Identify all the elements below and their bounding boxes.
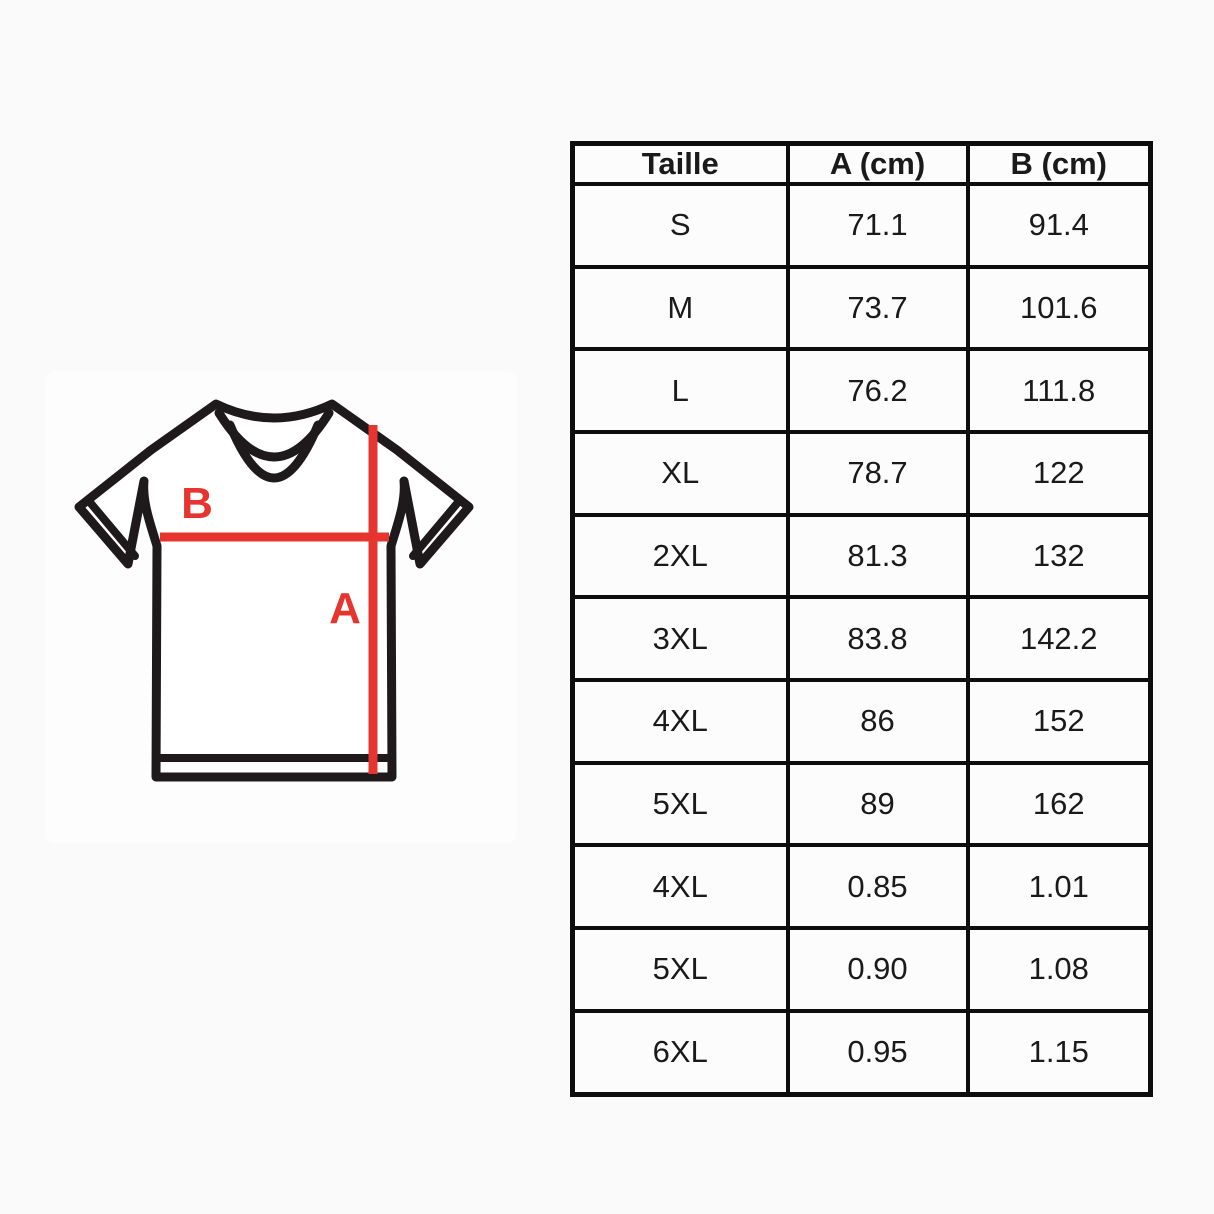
size-table: Taille A (cm) B (cm) S 71.1 91.4 M 73.7 … [570, 141, 1153, 1097]
cell-b: 1.01 [965, 843, 1153, 931]
cell-b: 1.08 [965, 926, 1153, 1013]
table-row: 5XL 0.90 1.08 [570, 926, 1153, 1013]
cell-size: 4XL [570, 843, 790, 931]
cell-b: 1.15 [965, 1008, 1153, 1097]
cell-size: 6XL [570, 1008, 790, 1097]
header-a-cm: A (cm) [785, 141, 970, 186]
cell-b: 132 [965, 512, 1153, 600]
cell-size: S [570, 182, 790, 269]
cell-size: 4XL [570, 678, 790, 765]
header-b-cm: B (cm) [965, 141, 1153, 186]
header-taille: Taille [570, 141, 790, 186]
table-row: 4XL 86 152 [570, 678, 1153, 765]
cell-b: 162 [965, 760, 1153, 848]
table-row: 2XL 81.3 132 [570, 512, 1153, 600]
right-cuff-seam-line [409, 496, 464, 560]
cell-size: 3XL [570, 595, 790, 683]
table-row: 3XL 83.8 142.2 [570, 595, 1153, 683]
cell-a: 83.8 [785, 595, 970, 683]
cell-a: 76.2 [785, 347, 970, 435]
cell-a: 73.7 [785, 264, 970, 352]
table-row: XL 78.7 122 [570, 430, 1153, 517]
cell-size: L [570, 347, 790, 435]
cell-a: 0.90 [785, 926, 970, 1013]
cell-a: 71.1 [785, 182, 970, 269]
cell-b: 101.6 [965, 264, 1153, 352]
table-row: S 71.1 91.4 [570, 182, 1153, 269]
cell-size: 2XL [570, 512, 790, 600]
cell-b: 142.2 [965, 595, 1153, 683]
cell-a: 78.7 [785, 430, 970, 517]
cell-a: 81.3 [785, 512, 970, 600]
cell-b: 152 [965, 678, 1153, 765]
cell-size: XL [570, 430, 790, 517]
cell-a: 0.85 [785, 843, 970, 931]
table-row: 5XL 89 162 [570, 760, 1153, 848]
table-row: 4XL 0.85 1.01 [570, 843, 1153, 931]
table-row: L 76.2 111.8 [570, 347, 1153, 435]
tshirt-panel: B A [45, 371, 517, 843]
collar-inner-arc [225, 420, 323, 483]
cell-a: 86 [785, 678, 970, 765]
cell-size: 5XL [570, 760, 790, 848]
left-cuff-seam-line [84, 496, 139, 560]
table-header-row: Taille A (cm) B (cm) [570, 141, 1153, 186]
cell-b: 91.4 [965, 182, 1153, 269]
measure-label-b: B [181, 479, 213, 528]
measure-label-a: A [329, 584, 361, 633]
table-row: 6XL 0.95 1.15 [570, 1008, 1153, 1097]
cell-b: 111.8 [965, 347, 1153, 435]
cell-a: 89 [785, 760, 970, 848]
table-row: M 73.7 101.6 [570, 264, 1153, 352]
tshirt-diagram: B A [74, 399, 474, 782]
cell-b: 122 [965, 430, 1153, 517]
cell-size: 5XL [570, 926, 790, 1013]
cell-a: 0.95 [785, 1008, 970, 1097]
cell-size: M [570, 264, 790, 352]
